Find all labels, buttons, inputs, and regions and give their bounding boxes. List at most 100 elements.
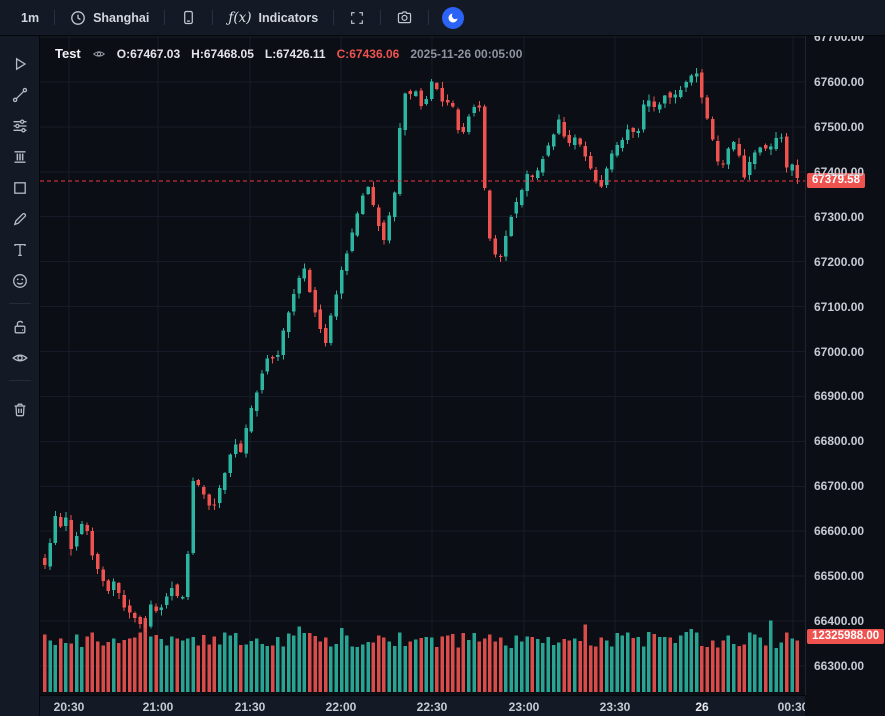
chart-style-button[interactable] xyxy=(178,5,199,30)
candle-body xyxy=(663,95,667,104)
candle-body xyxy=(244,428,248,454)
candle-body xyxy=(647,100,651,107)
interval-button[interactable]: 1m xyxy=(19,7,41,29)
candle-body xyxy=(143,620,148,628)
candle-body xyxy=(710,119,715,140)
volume-bar xyxy=(753,634,757,692)
volume-bar xyxy=(493,641,497,692)
volume-bar xyxy=(578,641,582,692)
volume-bar xyxy=(769,620,773,692)
candle-body xyxy=(233,444,238,455)
tool-rectangle-button[interactable] xyxy=(5,172,35,203)
volume-bar xyxy=(456,647,460,692)
time-axis[interactable]: 20:30 21:00 21:30 22:00 22:30 23:00 23:30 26 00:… xyxy=(40,695,805,716)
tool-text-button[interactable] xyxy=(5,234,35,265)
volume-bar xyxy=(482,638,487,692)
indicators-button[interactable]: ƒ(x) Indicators xyxy=(226,6,320,30)
candle-body xyxy=(657,104,662,110)
tool-emoji-button[interactable] xyxy=(5,265,35,296)
volume-bar xyxy=(58,638,63,692)
candle-body xyxy=(641,104,646,130)
candle-body xyxy=(758,147,762,153)
candle-body xyxy=(355,213,360,236)
screenshot-button[interactable] xyxy=(394,5,415,30)
tool-play-button[interactable] xyxy=(5,48,35,79)
candle-body xyxy=(467,116,471,132)
volume-bar xyxy=(281,646,285,692)
volume-bar xyxy=(785,632,789,692)
candle-body xyxy=(398,128,402,195)
candle-body xyxy=(424,99,429,104)
tool-unlock-button[interactable] xyxy=(5,311,35,342)
candle-body xyxy=(414,91,418,96)
price-axis[interactable]: 67379.58 12325988.00 67700.00 67600.00 675… xyxy=(805,36,885,695)
price-axis-label: 67300.00 xyxy=(814,209,865,224)
candle-body xyxy=(790,164,794,171)
volume-bar xyxy=(127,638,132,692)
candle-body xyxy=(747,162,752,176)
clock-icon xyxy=(71,10,85,25)
toolbar-divider xyxy=(333,10,335,25)
candle-body xyxy=(111,581,116,591)
candle-body xyxy=(451,103,455,107)
top-toolbar: 1m Shanghai ƒ(x) Indicators xyxy=(0,0,885,36)
candle-body xyxy=(191,481,195,553)
price-axis-label: 66600.00 xyxy=(814,524,865,539)
candle-body xyxy=(530,175,535,177)
fullscreen-button[interactable] xyxy=(347,6,367,30)
tool-price-range-button[interactable] xyxy=(5,141,35,172)
candle-body xyxy=(604,168,609,186)
symbol-name: Test xyxy=(55,46,81,61)
volume-bar xyxy=(101,645,105,692)
volume-bar xyxy=(636,637,641,692)
volume-bar xyxy=(80,646,84,692)
volume-bar xyxy=(652,634,656,692)
timezone-button[interactable]: Shanghai xyxy=(68,6,151,30)
price-axis-label: 67200.00 xyxy=(814,254,865,269)
volume-bar xyxy=(620,635,625,692)
volume-bar xyxy=(477,641,482,692)
chart-canvas[interactable] xyxy=(40,36,805,695)
volume-bar xyxy=(318,641,323,692)
candle-body xyxy=(594,169,598,182)
fx-icon: ƒ(x) xyxy=(228,9,252,26)
volume-bar xyxy=(726,635,731,692)
trend-line-icon xyxy=(12,87,27,102)
tool-trend-line-button[interactable] xyxy=(5,79,35,110)
volume-bar xyxy=(520,641,524,692)
time-axis-label: 22:30 xyxy=(416,700,448,714)
sidebar-divider xyxy=(8,303,31,304)
candle-body xyxy=(96,553,100,570)
sidebar-divider xyxy=(8,380,31,381)
volume-bar xyxy=(196,645,201,692)
volume-bar xyxy=(339,628,344,692)
tool-visibility-button[interactable] xyxy=(5,342,35,373)
volume-bar xyxy=(795,640,800,692)
candle-body xyxy=(276,354,280,357)
volume-bar xyxy=(599,637,603,692)
tool-indicator-settings-button[interactable] xyxy=(5,110,35,141)
theme-toggle-button[interactable] xyxy=(442,6,465,29)
volume-bar xyxy=(790,638,794,692)
candle-body xyxy=(58,516,63,527)
candle-body xyxy=(286,312,291,332)
volume-bar xyxy=(345,635,349,692)
price-axis-label: 66800.00 xyxy=(814,434,865,449)
candle-body xyxy=(567,135,572,143)
volume-bar xyxy=(758,637,762,692)
volume-bar xyxy=(175,638,179,692)
candle-body xyxy=(477,105,482,108)
candle-body xyxy=(48,542,52,567)
series-visibility-button[interactable] xyxy=(92,47,106,61)
candle-body xyxy=(101,569,105,582)
volume-bar xyxy=(186,638,190,692)
moon-icon xyxy=(448,13,458,22)
volume-bar xyxy=(647,632,651,692)
legend-datetime: 2025-11-26 00:05:00 xyxy=(410,46,523,61)
tool-delete-button[interactable] xyxy=(5,394,35,425)
volume-bar xyxy=(53,645,58,692)
tool-pencil-button[interactable] xyxy=(5,203,35,234)
candle-body xyxy=(721,163,725,165)
candle-body xyxy=(557,119,561,134)
volume-bar xyxy=(732,643,736,692)
